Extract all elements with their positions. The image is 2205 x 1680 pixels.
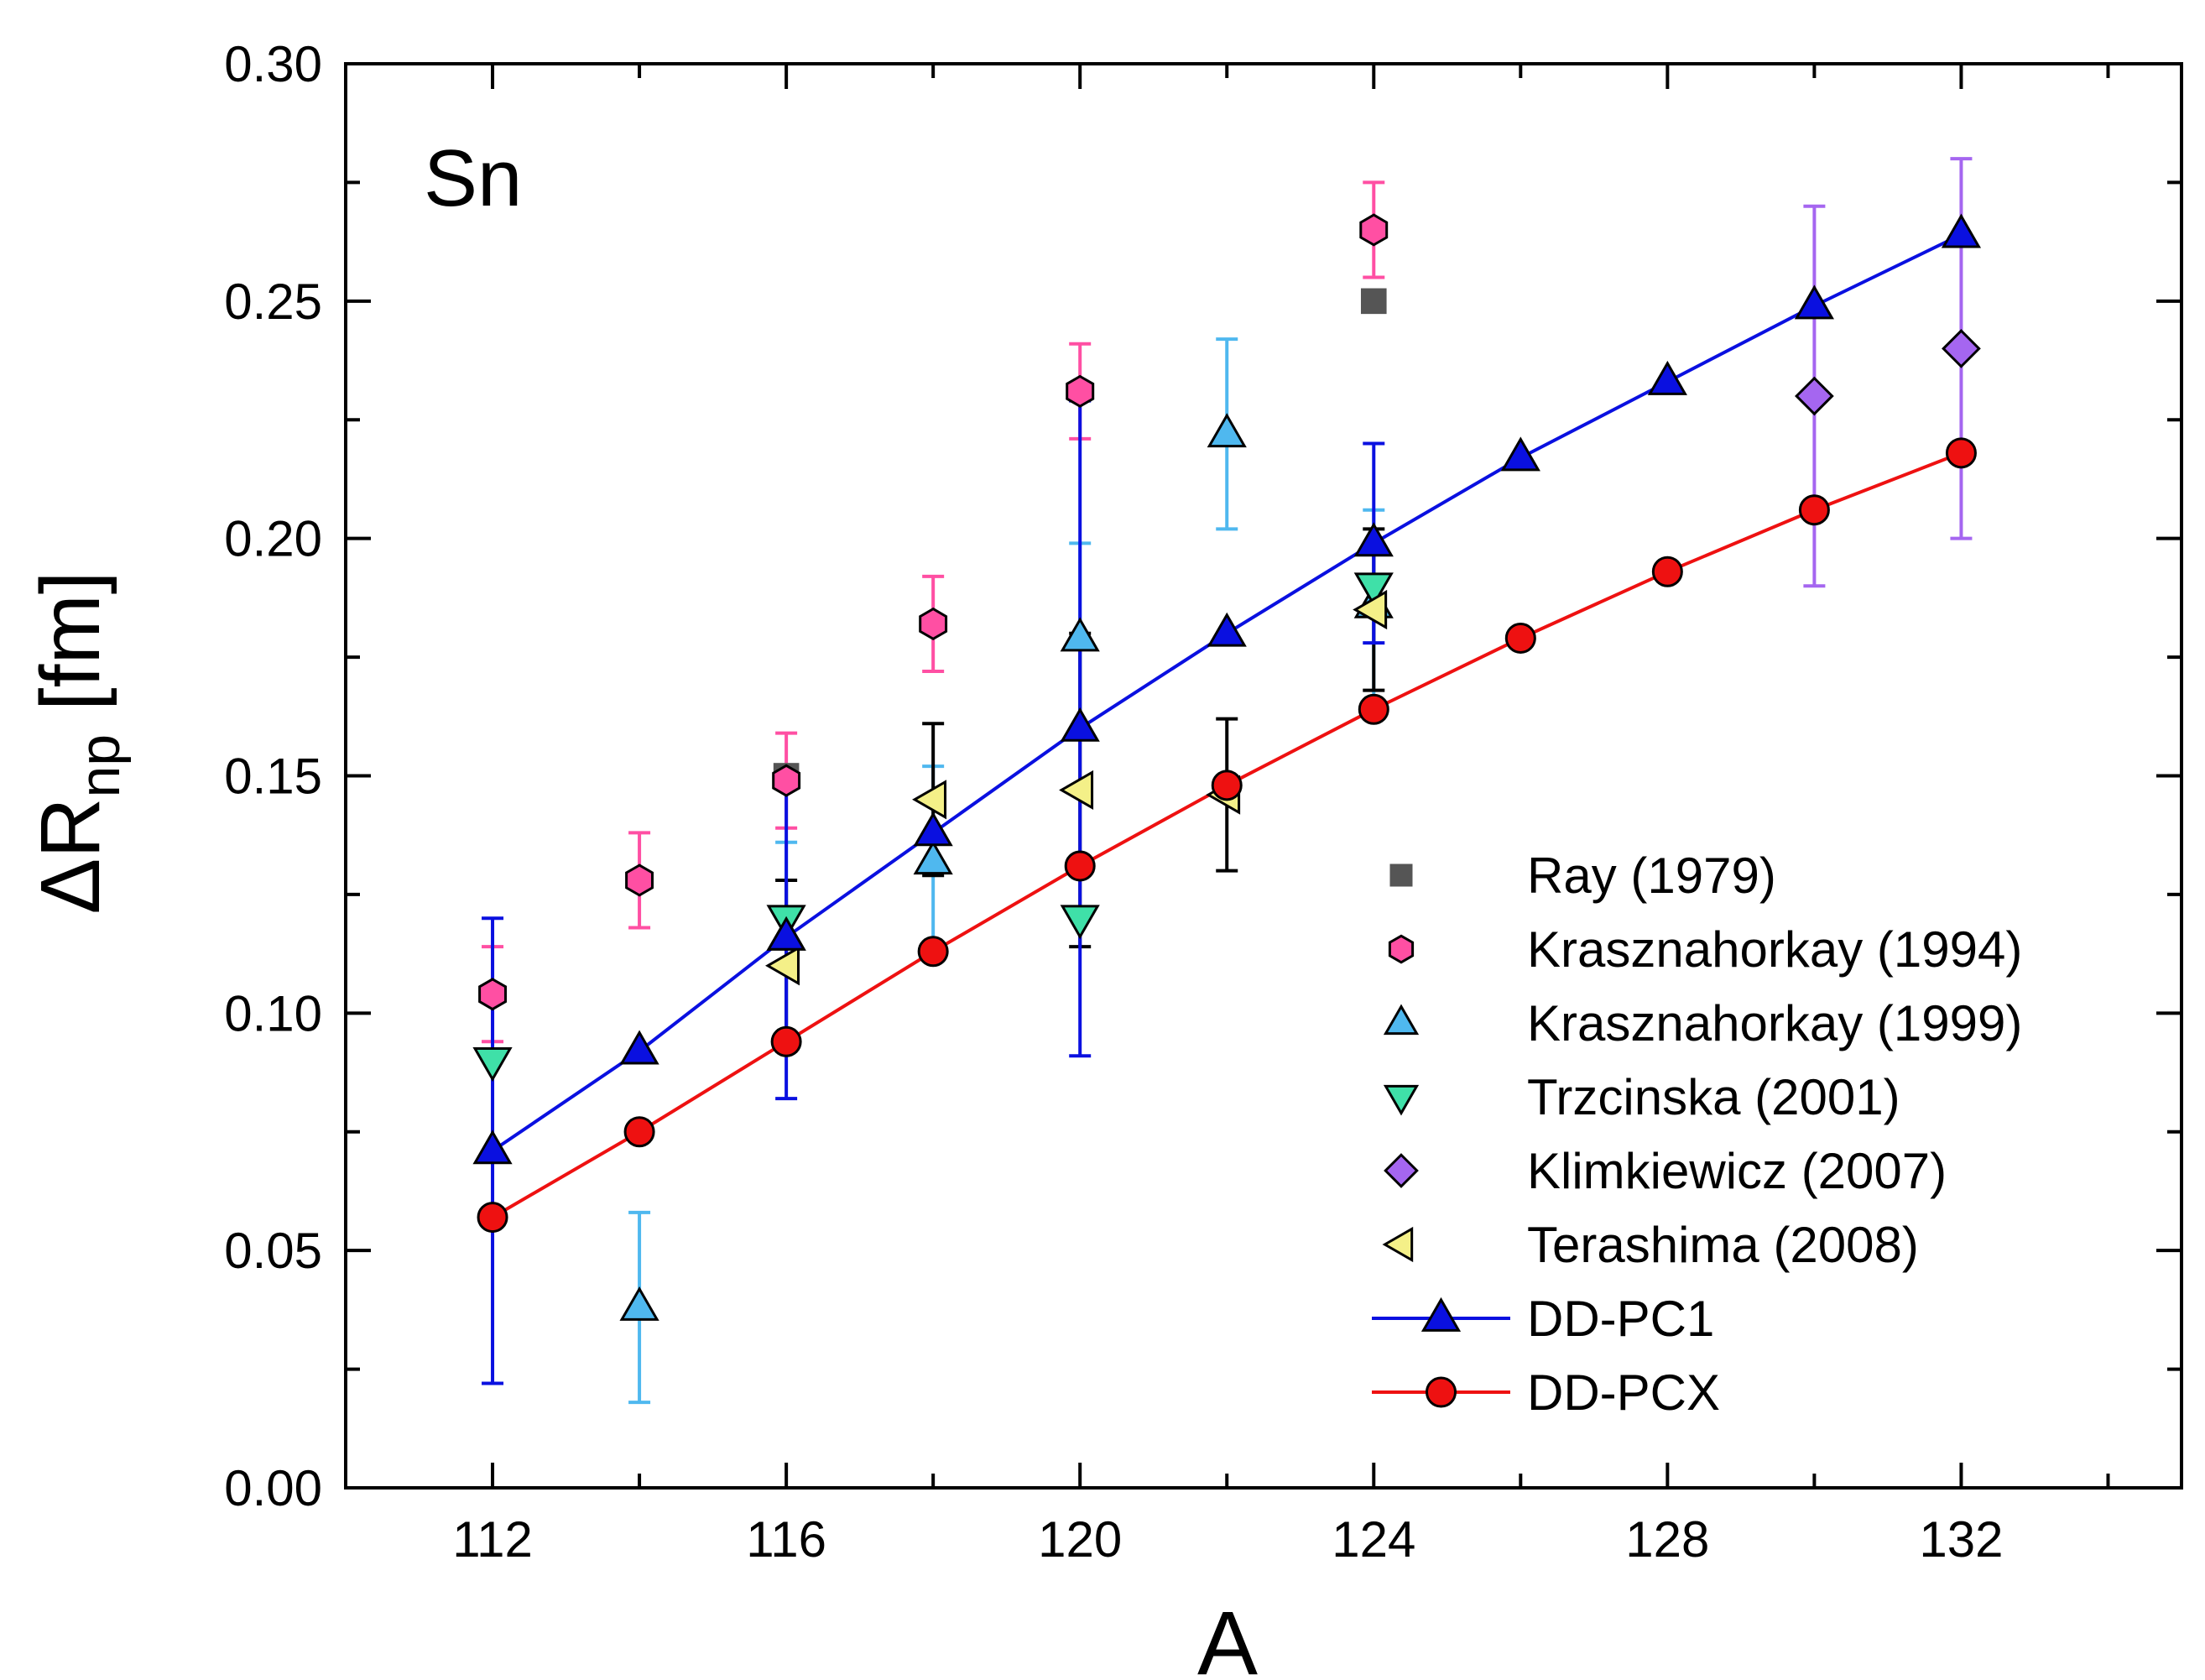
legend-marker-dd-pc1 <box>1420 1297 1462 1332</box>
dd-pcx-point <box>917 936 949 968</box>
krasznahorkay-1994-point <box>478 978 507 1011</box>
dd-pc1-point <box>1500 436 1540 472</box>
dd-pcx-point <box>1651 556 1683 587</box>
legend-item-dd-pc1: DD-PC1 <box>1372 1291 1714 1347</box>
krasznahorkay-1994-point <box>625 863 654 897</box>
x-tick-label: 128 <box>1625 1511 1709 1568</box>
x-axis-title: A <box>1197 1592 1258 1680</box>
y-tick-label: 0.05 <box>224 1223 322 1279</box>
y-tick-label: 0.00 <box>224 1460 322 1516</box>
legend-marker-terashima-2008 <box>1382 1226 1414 1263</box>
dd-pcx-point <box>1358 693 1389 725</box>
dd-pc1-point <box>766 916 806 951</box>
krasznahorkay-1994-point <box>1359 213 1389 247</box>
terashima-2008-point <box>912 780 947 820</box>
legend-label: Klimkiewicz (2007) <box>1527 1143 1947 1199</box>
legend-item-ray-1979: Ray (1979) <box>1389 848 1776 904</box>
legend-marker-trzcinska-2001 <box>1383 1084 1420 1116</box>
krasznahorkay-1999-point <box>1060 617 1100 652</box>
trzcinska-2001-point <box>472 1047 513 1083</box>
krasznahorkay-1994-point <box>919 607 948 641</box>
legend-label: Trzcinska (2001) <box>1527 1069 1900 1125</box>
legend-label: Krasznahorkay (1999) <box>1527 995 2022 1051</box>
dd-pcx-point <box>1504 622 1536 654</box>
legend-item-krasznahorkay-1999: Krasznahorkay (1999) <box>1383 995 2022 1051</box>
dd-pc1-point <box>472 1130 513 1165</box>
dd-pcx-point <box>770 1025 802 1057</box>
x-tick-labels: 112 116 120 124 128 132 <box>452 1511 2003 1568</box>
dd-pc1-point <box>1207 612 1247 647</box>
dd-pc1-point <box>1647 360 1687 395</box>
y-tick-label: 0.25 <box>224 274 322 330</box>
trzcinska-2001-point <box>1353 572 1394 608</box>
legend-item-trzcinska-2001: Trzcinska (2001) <box>1383 1069 1900 1125</box>
krasznahorkay-1994-point <box>772 764 801 797</box>
legend-label: DD-PC1 <box>1527 1291 1714 1347</box>
legend-label: Ray (1979) <box>1527 848 1776 904</box>
plot-frame <box>344 62 2183 1490</box>
terashima-2008-point <box>765 946 800 986</box>
legend: Ray (1979) Krasznahorkay (1994) Krasznahor… <box>1372 848 2022 1421</box>
terashima-2008-point <box>1353 589 1388 630</box>
legend-item-krasznahorkay-1994: Krasznahorkay (1994) <box>1388 921 2022 978</box>
x-tick-label: 120 <box>1038 1511 1122 1568</box>
y-axis-title: ΔRnp [fm] <box>23 571 132 914</box>
dd-pc1-point <box>913 811 953 847</box>
y-tick-label: 0.15 <box>224 749 322 805</box>
panel-label: Sn <box>424 133 522 223</box>
legend-marker-krasznahorkay-1994 <box>1388 934 1415 964</box>
krasznahorkay-1999-point <box>913 840 953 875</box>
data-markers <box>472 213 1982 1321</box>
y-axis-title-main: ΔR <box>23 798 117 915</box>
dd-pcx-point <box>1945 437 1977 469</box>
dd-pc1-point <box>1353 522 1394 557</box>
terashima-2008-point <box>1059 770 1094 811</box>
dd-pcx-point <box>1064 850 1096 882</box>
dd-pcx-point <box>477 1202 508 1234</box>
dd-pc1-point <box>1060 707 1100 742</box>
ray-1979-point <box>1360 288 1387 315</box>
trzcinska-2001-point <box>1060 905 1100 940</box>
y-tick-label: 0.20 <box>224 511 322 567</box>
x-tick-label: 112 <box>452 1511 533 1568</box>
legend-item-klimkiewicz-2007: Klimkiewicz (2007) <box>1384 1143 1947 1199</box>
x-tick-label: 124 <box>1332 1511 1415 1568</box>
dd-pcx-point <box>1211 770 1243 801</box>
dd-pc1-point <box>1941 213 1982 248</box>
y-tick-label: 0.30 <box>224 36 322 92</box>
y-axis-title-sub: np <box>68 734 132 798</box>
krasznahorkay-1999-point <box>619 1286 659 1321</box>
dd-pcx-point <box>623 1116 655 1148</box>
y-axis-title-unit: [fm] <box>23 571 117 733</box>
legend-label: Krasznahorkay (1994) <box>1527 921 2022 978</box>
x-tick-label: 116 <box>746 1511 826 1568</box>
klimkiewicz-2007-point <box>1795 376 1834 416</box>
legend-marker-ray-1979 <box>1389 863 1413 887</box>
krasznahorkay-1994-point <box>1066 374 1095 408</box>
legend-label: DD-PCX <box>1527 1364 1720 1421</box>
dd-pc1-point <box>1794 284 1834 320</box>
dd-pcx-point <box>1798 494 1830 526</box>
legend-item-terashima-2008: Terashima (2008) <box>1382 1217 1919 1273</box>
krasznahorkay-1999-point <box>1207 413 1247 448</box>
legend-marker-klimkiewicz-2007 <box>1384 1153 1419 1188</box>
legend-label: Terashima (2008) <box>1527 1217 1919 1273</box>
klimkiewicz-2007-point <box>1942 329 1981 368</box>
legend-marker-krasznahorkay-1999 <box>1383 1004 1420 1036</box>
dd-pc1-point <box>619 1030 659 1065</box>
legend-item-dd-pcx: DD-PCX <box>1372 1364 1720 1421</box>
x-tick-label: 132 <box>1919 1511 2003 1568</box>
y-tick-label: 0.10 <box>224 985 322 1041</box>
legend-marker-dd-pcx <box>1426 1376 1457 1408</box>
y-tick-labels: 0.00 0.05 0.10 0.15 0.20 0.25 0.30 <box>224 36 322 1516</box>
